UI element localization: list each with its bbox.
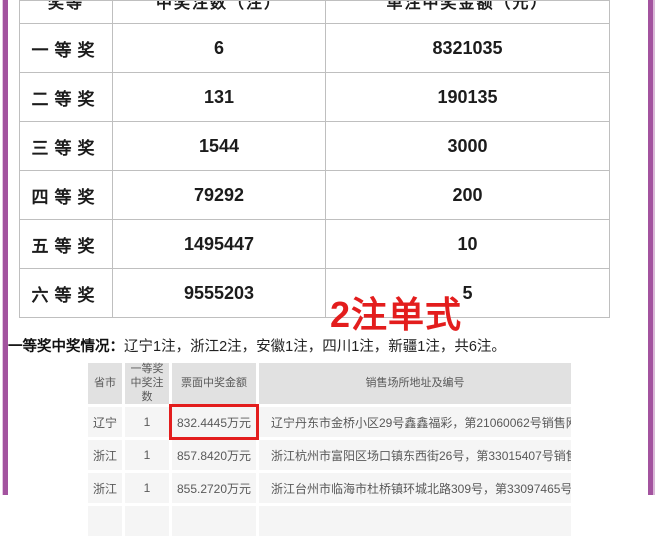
amount-cell: 857.8420万元: [172, 440, 256, 471]
column-header-first-prize-count: 一等奖中奖注数: [125, 363, 169, 405]
prize-table-header-row: 奖等 中奖注数（注） 单注中奖金额（元）: [19, 0, 610, 24]
table-row: 浙江 1 857.8420万元 浙江杭州市富阳区场口镇东西街26号，第33015…: [88, 440, 571, 471]
table-row: 五等奖 1495447 10: [19, 219, 610, 269]
prize-tier-cell: 二等奖: [19, 72, 113, 122]
table-row: 辽宁 1 832.4445万元 辽宁丹东市金桥小区29号鑫鑫福彩，第210600…: [88, 404, 571, 441]
table-row: 二等奖 131 190135: [19, 72, 610, 122]
prize-amount-cell: 8321035: [325, 23, 610, 73]
count-cell: 1: [125, 440, 169, 471]
table-row-partial: [88, 506, 571, 537]
count-cell: 1: [125, 473, 169, 504]
province-cell: 浙江: [88, 440, 122, 471]
prize-tier-cell: 一等奖: [19, 23, 113, 73]
count-cell: 1: [125, 407, 169, 438]
prize-count-cell: 79292: [112, 170, 326, 220]
table-row: 六等奖 9555203 5: [19, 268, 610, 318]
prize-amount-cell: 190135: [325, 72, 610, 122]
amount-cell: 855.2720万元: [172, 473, 256, 504]
count-cell: [125, 506, 169, 537]
prize-tier-cell: 五等奖: [19, 219, 113, 269]
prize-amount-cell: 200: [325, 170, 610, 220]
prize-count-cell: 1544: [112, 121, 326, 171]
frame-border-left: [2, 0, 8, 495]
province-cell: 浙江: [88, 473, 122, 504]
amount-cell: [172, 506, 256, 537]
frame-border-right: [648, 0, 655, 495]
winners-table-header-row: 省市 一等奖中奖注数 票面中奖金额 销售场所地址及编号: [88, 363, 571, 405]
address-cell: [259, 506, 571, 537]
table-row: 一等奖 6 8321035: [19, 23, 610, 73]
prize-tier-cell: 四等奖: [19, 170, 113, 220]
prize-tier-cell: 六等奖: [19, 268, 113, 318]
first-prize-winners-table: 省市 一等奖中奖注数 票面中奖金额 销售场所地址及编号 辽宁 1 832.444…: [85, 360, 574, 539]
summary-text: 辽宁1注，浙江2注，安徽1注，四川1注，新疆1注，共6注。: [124, 339, 506, 355]
province-cell: 辽宁: [88, 407, 122, 438]
prize-count-cell: 9555203: [112, 268, 326, 318]
prize-amount-cell: 5: [325, 268, 610, 318]
amount-cell-highlighted: 832.4445万元: [169, 404, 259, 441]
annotation-text: 2注单式: [330, 294, 463, 335]
address-cell: 辽宁丹东市金桥小区29号鑫鑫福彩，第21060062号销售网点。: [259, 407, 571, 438]
column-header-count: 中奖注数（注）: [112, 0, 326, 24]
address-cell: 浙江杭州市富阳区场口镇东西街26号，第33015407号销售网点。: [259, 440, 571, 471]
column-header-outlet-address: 销售场所地址及编号: [259, 363, 571, 405]
prize-tier-cell: 三等奖: [19, 121, 113, 171]
address-cell: 浙江台州市临海市杜桥镇环城北路309号，第33097465号销售网点。: [259, 473, 571, 504]
prize-amount-cell: 3000: [325, 121, 610, 171]
prize-count-cell: 131: [112, 72, 326, 122]
prize-count-cell: 6: [112, 23, 326, 73]
column-header-tier: 奖等: [19, 0, 113, 24]
table-row: 四等奖 79292 200: [19, 170, 610, 220]
page: { "colors": { "frame_purple": "#a3539f",…: [2, 0, 655, 496]
table-row: 浙江 1 855.2720万元 浙江台州市临海市杜桥镇环城北路309号，第330…: [88, 473, 571, 504]
column-header-amount: 单注中奖金额（元）: [325, 0, 610, 24]
table-row: 三等奖 1544 3000: [19, 121, 610, 171]
prize-amount-cell: 10: [325, 219, 610, 269]
province-cell: [88, 506, 122, 537]
prize-count-cell: 1495447: [112, 219, 326, 269]
column-header-province: 省市: [88, 363, 122, 405]
column-header-ticket-amount: 票面中奖金额: [172, 363, 256, 405]
prize-tier-table: 奖等 中奖注数（注） 单注中奖金额（元） 一等奖 6 8321035 二等奖 1…: [19, 0, 610, 318]
first-prize-summary: 一等奖中奖情况：辽宁1注，浙江2注，安徽1注，四川1注，新疆1注，共6注。: [8, 335, 653, 356]
summary-label: 一等奖中奖情况：: [8, 339, 124, 355]
